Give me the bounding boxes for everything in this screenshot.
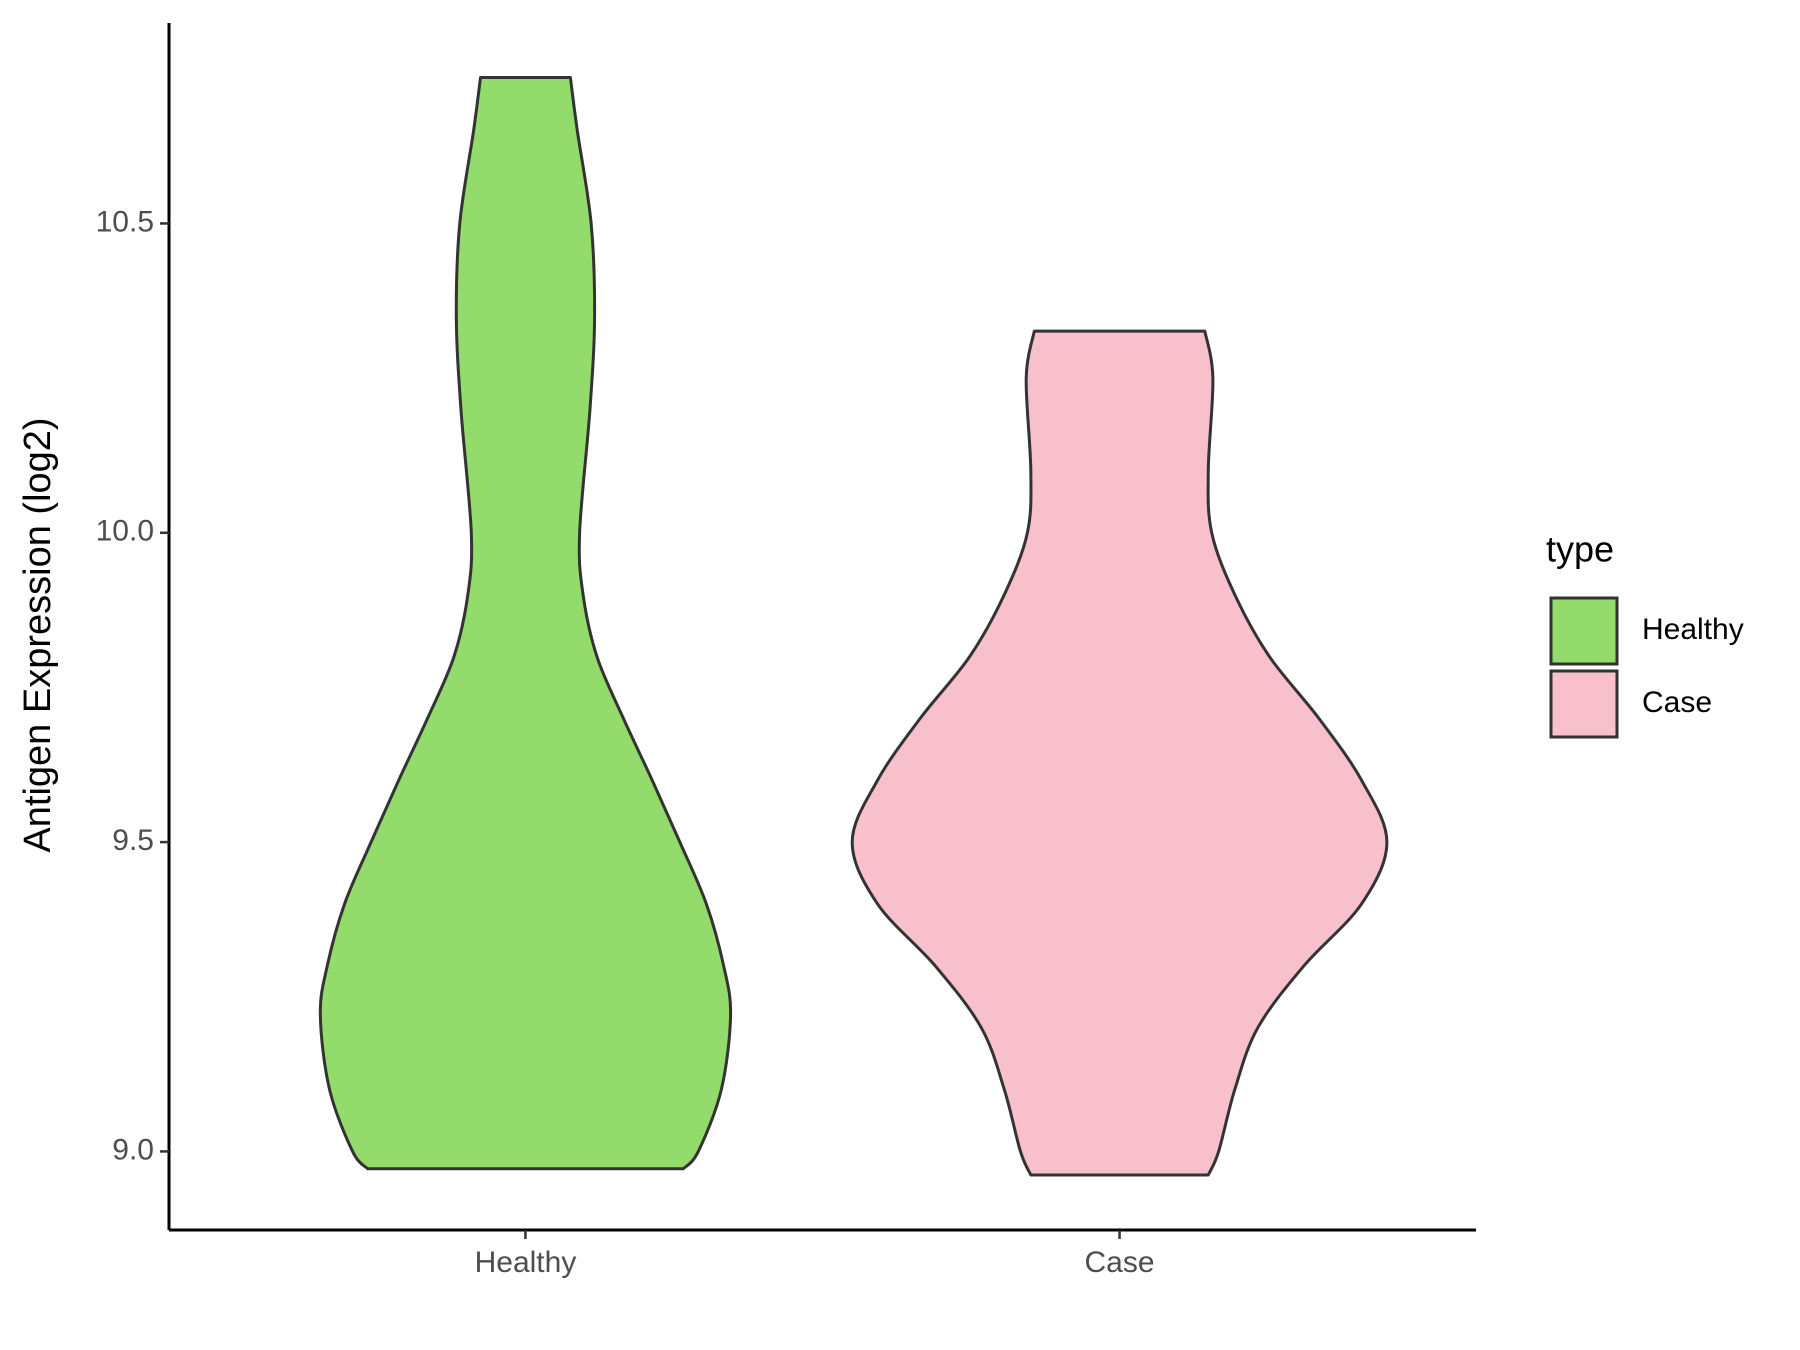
y-tick-label: 10.5 [96, 205, 154, 238]
legend-title: type [1546, 529, 1614, 570]
y-tick-label: 9.5 [112, 824, 154, 857]
violin [850, 329, 1389, 1177]
violin [318, 75, 733, 1171]
y-axis-label: Antigen Expression (log2) [17, 417, 59, 852]
legend-key [1549, 596, 1619, 666]
x-tick-label: Healthy [475, 1246, 577, 1279]
x-tick-label: Case [1085, 1246, 1155, 1279]
y-tick-label: 10.0 [96, 515, 154, 548]
legend-key [1549, 669, 1619, 739]
y-tick-label: 9.0 [112, 1133, 154, 1166]
legend-label: Healthy [1642, 613, 1744, 646]
legend-label: Case [1642, 686, 1712, 719]
